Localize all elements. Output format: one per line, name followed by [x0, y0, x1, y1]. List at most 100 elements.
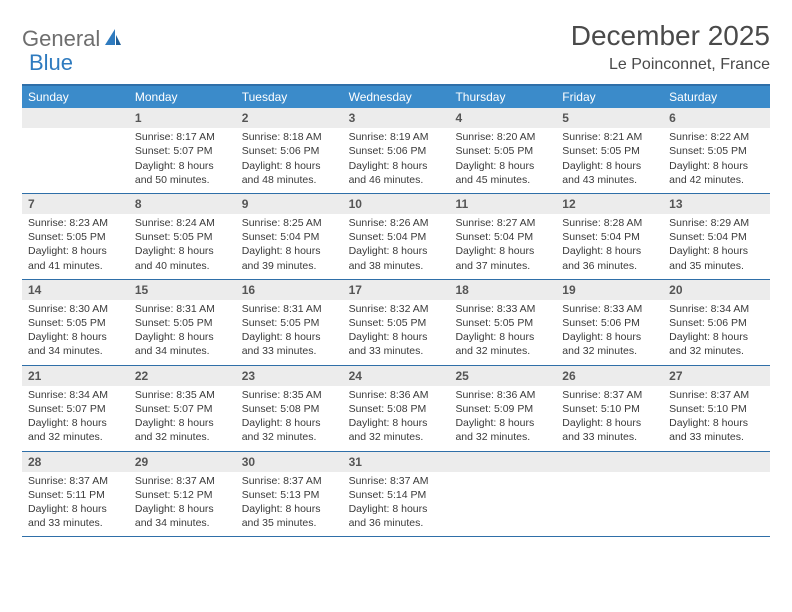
day-body: Sunrise: 8:25 AMSunset: 5:04 PMDaylight:…: [236, 214, 343, 279]
weeks-container: 1Sunrise: 8:17 AMSunset: 5:07 PMDaylight…: [22, 108, 770, 537]
day-number: 11: [449, 194, 556, 214]
day-body: Sunrise: 8:34 AMSunset: 5:07 PMDaylight:…: [22, 386, 129, 451]
day-line: Daylight: 8 hours: [562, 244, 657, 258]
day-number: 24: [343, 366, 450, 386]
week-row: 21Sunrise: 8:34 AMSunset: 5:07 PMDayligh…: [22, 366, 770, 452]
day-line: Sunset: 5:06 PM: [562, 316, 657, 330]
day-line: Sunset: 5:10 PM: [562, 402, 657, 416]
day-line: Sunrise: 8:23 AM: [28, 216, 123, 230]
day-header: Tuesday: [236, 86, 343, 108]
day-cell: [449, 452, 556, 537]
day-line: Sunrise: 8:33 AM: [562, 302, 657, 316]
day-body: Sunrise: 8:36 AMSunset: 5:09 PMDaylight:…: [449, 386, 556, 451]
day-cell: 21Sunrise: 8:34 AMSunset: 5:07 PMDayligh…: [22, 366, 129, 451]
day-line: Sunset: 5:05 PM: [135, 316, 230, 330]
day-line: Sunset: 5:06 PM: [669, 316, 764, 330]
day-line: and 33 minutes.: [349, 344, 444, 358]
day-cell: 8Sunrise: 8:24 AMSunset: 5:05 PMDaylight…: [129, 194, 236, 279]
brand-name-b: Blue: [29, 50, 73, 75]
day-number: 20: [663, 280, 770, 300]
day-line: and 32 minutes.: [135, 430, 230, 444]
sail-icon: [103, 27, 123, 52]
day-line: Sunrise: 8:36 AM: [455, 388, 550, 402]
day-line: Sunrise: 8:35 AM: [135, 388, 230, 402]
day-cell: 22Sunrise: 8:35 AMSunset: 5:07 PMDayligh…: [129, 366, 236, 451]
day-cell: 15Sunrise: 8:31 AMSunset: 5:05 PMDayligh…: [129, 280, 236, 365]
header: General December 2025 Le Poinconnet, Fra…: [22, 20, 770, 74]
day-line: Sunrise: 8:36 AM: [349, 388, 444, 402]
day-body: Sunrise: 8:28 AMSunset: 5:04 PMDaylight:…: [556, 214, 663, 279]
day-header: Wednesday: [343, 86, 450, 108]
day-header-row: SundayMondayTuesdayWednesdayThursdayFrid…: [22, 86, 770, 108]
day-line: Daylight: 8 hours: [135, 159, 230, 173]
day-line: Sunset: 5:09 PM: [455, 402, 550, 416]
day-body: Sunrise: 8:36 AMSunset: 5:08 PMDaylight:…: [343, 386, 450, 451]
day-line: Sunrise: 8:31 AM: [242, 302, 337, 316]
empty-day: [22, 108, 129, 128]
day-line: Sunrise: 8:37 AM: [28, 474, 123, 488]
day-body: Sunrise: 8:34 AMSunset: 5:06 PMDaylight:…: [663, 300, 770, 365]
day-line: Sunrise: 8:37 AM: [562, 388, 657, 402]
day-body: Sunrise: 8:37 AMSunset: 5:11 PMDaylight:…: [22, 472, 129, 537]
day-body: Sunrise: 8:24 AMSunset: 5:05 PMDaylight:…: [129, 214, 236, 279]
day-line: Sunrise: 8:25 AM: [242, 216, 337, 230]
day-line: and 50 minutes.: [135, 173, 230, 187]
day-cell: [22, 108, 129, 193]
title-block: December 2025 Le Poinconnet, France: [571, 20, 770, 74]
day-body: Sunrise: 8:37 AMSunset: 5:13 PMDaylight:…: [236, 472, 343, 537]
day-header: Friday: [556, 86, 663, 108]
day-line: Sunset: 5:05 PM: [135, 230, 230, 244]
day-line: Sunrise: 8:26 AM: [349, 216, 444, 230]
day-body: Sunrise: 8:37 AMSunset: 5:14 PMDaylight:…: [343, 472, 450, 537]
day-line: Sunset: 5:12 PM: [135, 488, 230, 502]
day-line: Daylight: 8 hours: [135, 244, 230, 258]
day-number: 4: [449, 108, 556, 128]
day-line: Sunset: 5:06 PM: [349, 144, 444, 158]
empty-day: [449, 452, 556, 472]
day-line: Sunset: 5:14 PM: [349, 488, 444, 502]
day-cell: 25Sunrise: 8:36 AMSunset: 5:09 PMDayligh…: [449, 366, 556, 451]
day-line: and 34 minutes.: [28, 344, 123, 358]
day-line: and 32 minutes.: [242, 430, 337, 444]
day-line: Daylight: 8 hours: [242, 330, 337, 344]
day-line: Sunset: 5:05 PM: [242, 316, 337, 330]
day-line: Sunrise: 8:33 AM: [455, 302, 550, 316]
day-line: Sunrise: 8:30 AM: [28, 302, 123, 316]
day-line: Sunset: 5:11 PM: [28, 488, 123, 502]
day-line: and 38 minutes.: [349, 259, 444, 273]
day-body: Sunrise: 8:29 AMSunset: 5:04 PMDaylight:…: [663, 214, 770, 279]
day-number: 8: [129, 194, 236, 214]
day-line: Daylight: 8 hours: [242, 416, 337, 430]
day-line: and 32 minutes.: [349, 430, 444, 444]
day-line: and 43 minutes.: [562, 173, 657, 187]
day-cell: 11Sunrise: 8:27 AMSunset: 5:04 PMDayligh…: [449, 194, 556, 279]
day-line: Daylight: 8 hours: [562, 416, 657, 430]
day-cell: 7Sunrise: 8:23 AMSunset: 5:05 PMDaylight…: [22, 194, 129, 279]
day-line: and 32 minutes.: [562, 344, 657, 358]
day-cell: 30Sunrise: 8:37 AMSunset: 5:13 PMDayligh…: [236, 452, 343, 537]
day-number: 21: [22, 366, 129, 386]
day-cell: 10Sunrise: 8:26 AMSunset: 5:04 PMDayligh…: [343, 194, 450, 279]
day-line: and 33 minutes.: [562, 430, 657, 444]
day-line: and 32 minutes.: [455, 344, 550, 358]
day-line: Daylight: 8 hours: [455, 159, 550, 173]
day-line: Daylight: 8 hours: [349, 502, 444, 516]
day-line: Sunrise: 8:28 AM: [562, 216, 657, 230]
day-line: Daylight: 8 hours: [669, 416, 764, 430]
day-body: Sunrise: 8:33 AMSunset: 5:05 PMDaylight:…: [449, 300, 556, 365]
day-cell: 16 Sunrise: 8:31 AMSunset: 5:05 PMDayligh…: [236, 280, 343, 365]
day-line: Daylight: 8 hours: [349, 244, 444, 258]
day-number: 17: [343, 280, 450, 300]
day-line: Daylight: 8 hours: [349, 416, 444, 430]
day-line: and 40 minutes.: [135, 259, 230, 273]
day-line: Daylight: 8 hours: [669, 244, 764, 258]
day-line: Daylight: 8 hours: [669, 159, 764, 173]
day-number: 16: [236, 280, 343, 300]
day-line: and 32 minutes.: [669, 344, 764, 358]
day-number: 2: [236, 108, 343, 128]
day-line: Daylight: 8 hours: [28, 416, 123, 430]
day-line: Sunrise: 8:34 AM: [669, 302, 764, 316]
day-line: Daylight: 8 hours: [349, 330, 444, 344]
day-line: and 39 minutes.: [242, 259, 337, 273]
day-number: 15: [129, 280, 236, 300]
